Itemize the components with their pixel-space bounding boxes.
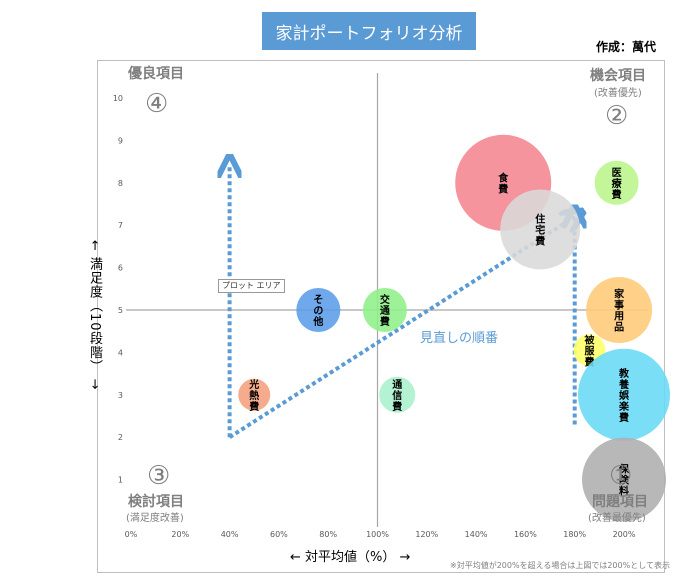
x-tick-label: 200% xyxy=(613,530,636,539)
quadrant3-number: ③ xyxy=(147,461,170,491)
author-label: 作成：萬代 xyxy=(596,40,657,54)
bubble-label: 家事用品 xyxy=(613,288,625,334)
quadrant1-number: ① xyxy=(609,461,632,491)
bubble xyxy=(500,189,581,270)
x-tick-label: 60% xyxy=(270,530,288,539)
bubble-label: その他 xyxy=(312,294,323,328)
bubble xyxy=(582,437,666,522)
x-tick-label: 40% xyxy=(221,530,239,539)
bubble-label: 医療費 xyxy=(612,167,622,201)
bubble xyxy=(362,288,407,332)
quadrant3-subtitle: (満足度改善) xyxy=(126,511,184,524)
tick-layer: 0% 20% 40% 60% 80% 100% 120% 140% 160% 180% 200% 1 2… xyxy=(113,94,636,539)
bubble-label: 被服費 xyxy=(584,333,595,368)
x-axis-label: ← 対平均値（%） → xyxy=(290,550,411,565)
y-tick-label: 4 xyxy=(118,348,123,357)
quadrant4-title: 優良項目 xyxy=(127,65,184,82)
y-tick-label: 5 xyxy=(118,306,123,315)
bubble-label: 食費 xyxy=(497,171,509,195)
quadrant2-number: ② xyxy=(605,101,628,131)
review-arrow xyxy=(228,217,575,439)
bubble xyxy=(296,288,341,332)
x-tick-label: 140% xyxy=(465,530,488,539)
plot-area-tooltip: プロット エリア xyxy=(218,279,285,293)
y-tick-label: 6 xyxy=(118,264,123,273)
x-tick-label: 160% xyxy=(514,530,537,539)
x-tick-label: 180% xyxy=(563,530,586,539)
bubble xyxy=(594,160,639,205)
bubble xyxy=(578,348,670,441)
bubble xyxy=(238,378,271,411)
bubble-label: 交通費 xyxy=(380,293,390,328)
bubble-label: 教養娯楽費 xyxy=(618,367,630,424)
x-tick-label: 20% xyxy=(171,530,189,539)
bubble-label: 保険料 xyxy=(618,463,630,498)
y-tick-label: 7 xyxy=(118,221,123,230)
y-tick-label: 8 xyxy=(118,179,123,188)
quadrant3-title: 検討項目 xyxy=(128,493,184,510)
bubble-label: 住宅費 xyxy=(535,212,545,247)
quadrant2-subtitle: (改善優先) xyxy=(594,86,642,99)
x-tick-label: 80% xyxy=(319,530,337,539)
footnote: ※対平均値が200%を超える場合は上図では200%として表示 xyxy=(450,561,670,570)
y-tick-label: 9 xyxy=(118,136,123,145)
y-axis-label: ← 満足度（10段階） → xyxy=(87,240,102,391)
bubble-label: 光熱費 xyxy=(248,378,259,413)
x-tick-label: 120% xyxy=(415,530,438,539)
quadrant1-title: 問題項目 xyxy=(592,494,648,510)
bubble xyxy=(379,376,416,413)
quadrant2-title: 機会項目 xyxy=(590,67,646,84)
bubble xyxy=(586,277,653,343)
quadrant4-number: ④ xyxy=(145,89,168,119)
y-tick-label: 1 xyxy=(118,476,123,485)
bubble-label: 通信費 xyxy=(392,379,402,413)
arrow-layer xyxy=(228,166,575,439)
chart-frame xyxy=(97,60,665,573)
y-tick-label: 10 xyxy=(113,94,123,103)
x-tick-label: 100% xyxy=(366,530,389,539)
x-tick-label: 0% xyxy=(125,530,138,539)
chart-title: 家計ポートフォリオ分析 xyxy=(262,12,476,50)
review-order-label: 見直しの順番 xyxy=(420,331,498,346)
quadrant1-subtitle: (改善最優先) xyxy=(588,511,646,524)
y-tick-label: 2 xyxy=(118,433,123,442)
y-tick-label: 3 xyxy=(118,391,123,400)
